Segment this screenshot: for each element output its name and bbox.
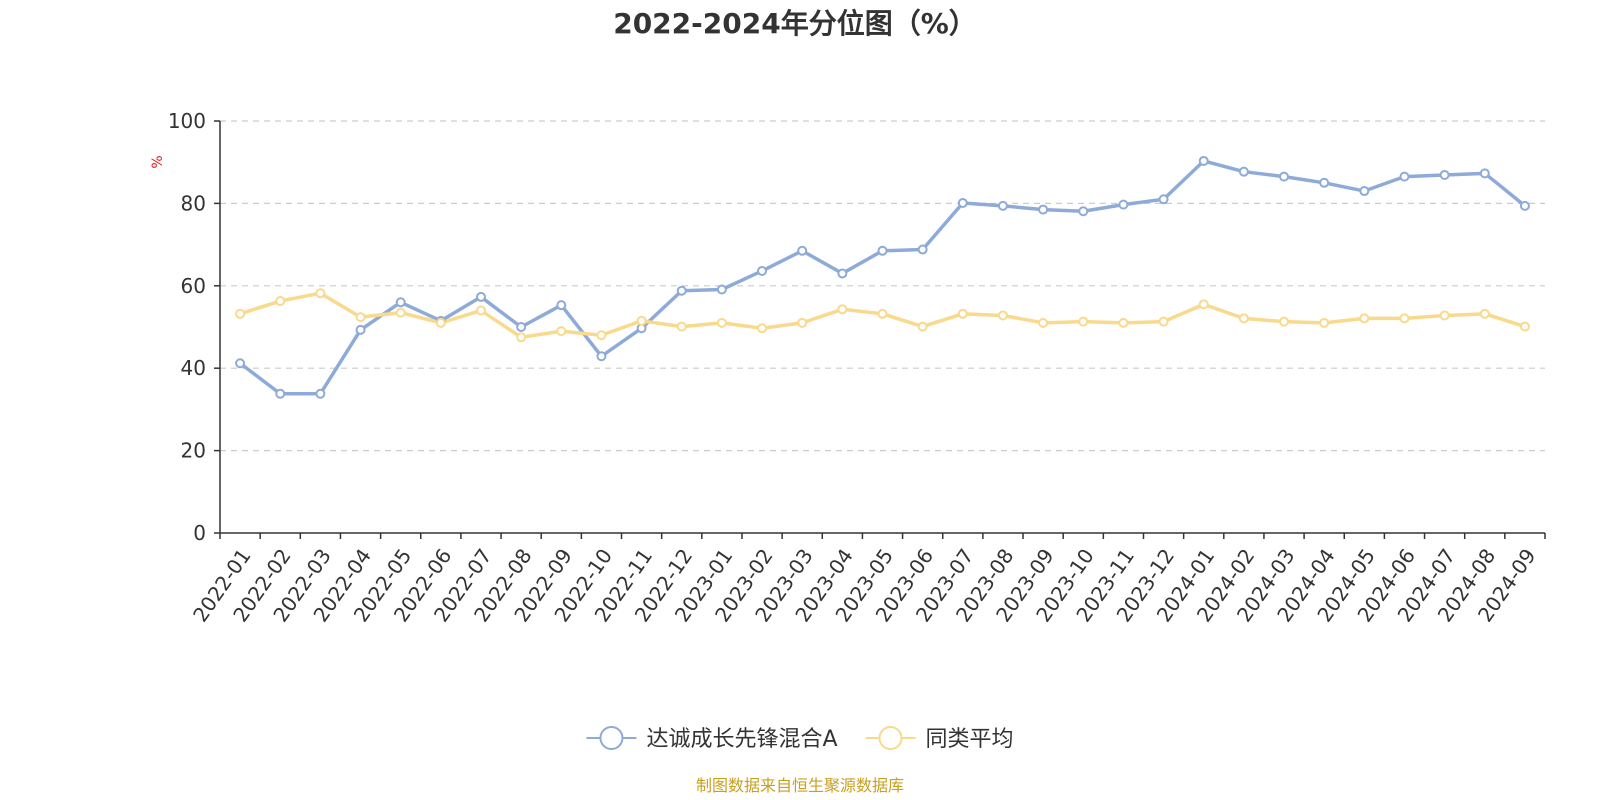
data-point-1-4	[395, 307, 406, 318]
data-point-1-9	[596, 330, 607, 341]
data-point-0-6	[475, 291, 486, 302]
data-point-0-30	[1439, 169, 1450, 180]
data-point-0-22	[1118, 199, 1129, 210]
y-tick-label-0: 0	[193, 521, 206, 545]
series-points-0	[235, 155, 1530, 399]
data-point-1-16	[877, 308, 888, 319]
data-point-1-15	[837, 304, 848, 315]
data-point-1-18	[957, 308, 968, 319]
y-tick-label-3: 60	[181, 274, 206, 298]
data-point-0-20	[1038, 204, 1049, 215]
data-point-1-31	[1479, 308, 1490, 319]
legend-marker-1	[878, 726, 903, 750]
data-point-1-2	[315, 288, 326, 299]
data-point-1-23	[1158, 316, 1169, 327]
data-point-1-10	[636, 315, 647, 326]
data-point-0-11	[676, 285, 687, 296]
data-point-1-17	[917, 321, 928, 332]
chart-title: 2022-2024年分位图（%）	[613, 7, 977, 40]
series-points-1	[235, 288, 1530, 343]
data-point-1-13	[757, 323, 768, 334]
data-point-1-27	[1319, 317, 1330, 328]
data-point-0-18	[957, 197, 968, 208]
data-point-0-25	[1238, 166, 1249, 177]
data-point-0-2	[315, 388, 326, 399]
data-point-1-26	[1279, 316, 1290, 327]
data-point-1-30	[1439, 310, 1450, 321]
gridlines	[220, 120, 1545, 452]
data-point-0-1	[275, 388, 286, 399]
data-point-0-29	[1399, 171, 1410, 182]
data-point-1-8	[556, 326, 567, 337]
data-point-0-9	[596, 351, 607, 362]
y-tick-label-5: 100	[168, 109, 206, 133]
data-point-0-19	[997, 200, 1008, 211]
series-lines	[235, 155, 1530, 399]
legend-label-1: 同类平均	[926, 727, 1014, 752]
source-note: 制图数据来自恒生聚源数据库	[696, 776, 904, 795]
data-point-0-15	[837, 268, 848, 279]
data-point-1-1	[275, 296, 286, 307]
data-point-0-32	[1519, 200, 1530, 211]
data-point-1-21	[1078, 316, 1089, 327]
data-point-1-11	[676, 321, 687, 332]
data-point-1-28	[1359, 313, 1370, 324]
series-0	[239, 159, 1527, 396]
legend-item-0[interactable]: 达诚成长先锋混合A	[586, 726, 838, 752]
legend: 达诚成长先锋混合A 同类平均	[586, 726, 1014, 752]
data-point-0-3	[355, 324, 366, 335]
data-point-0-16	[877, 245, 888, 256]
data-point-0-21	[1078, 206, 1089, 217]
data-point-0-4	[395, 297, 406, 308]
y-tick-label-4: 80	[181, 191, 206, 215]
data-point-1-0	[235, 308, 246, 319]
data-point-0-23	[1158, 194, 1169, 205]
data-point-1-32	[1519, 321, 1530, 332]
legend-marker-0	[599, 726, 624, 750]
data-point-1-25	[1238, 313, 1249, 324]
data-point-1-24	[1198, 299, 1209, 310]
legend-item-1[interactable]: 同类平均	[865, 726, 1014, 752]
data-point-1-22	[1118, 317, 1129, 328]
y-tick-label-2: 40	[181, 356, 206, 380]
data-point-1-29	[1399, 313, 1410, 324]
data-point-0-28	[1359, 186, 1370, 197]
data-point-0-26	[1279, 171, 1290, 182]
data-point-0-7	[516, 322, 527, 332]
data-point-0-24	[1198, 155, 1209, 166]
data-point-1-19	[997, 310, 1008, 321]
data-point-0-13	[757, 265, 768, 276]
data-point-1-12	[716, 317, 727, 328]
data-point-1-6	[475, 305, 486, 316]
series-line-0	[239, 159, 1527, 396]
data-point-0-12	[716, 284, 727, 295]
data-point-1-5	[435, 317, 446, 328]
legend-label-0: 达诚成长先锋混合A	[646, 727, 837, 752]
data-point-0-27	[1319, 177, 1330, 188]
data-point-0-14	[797, 245, 808, 256]
y-tick-label-1: 20	[181, 439, 206, 463]
y-axis-unit-label: %	[150, 155, 166, 168]
data-point-0-31	[1479, 168, 1490, 179]
data-point-1-7	[516, 332, 527, 343]
data-point-0-8	[556, 300, 567, 311]
data-point-0-17	[917, 244, 928, 255]
data-point-1-14	[797, 317, 808, 328]
data-point-1-20	[1038, 317, 1049, 328]
data-point-0-0	[235, 358, 246, 369]
data-point-1-3	[355, 312, 366, 323]
